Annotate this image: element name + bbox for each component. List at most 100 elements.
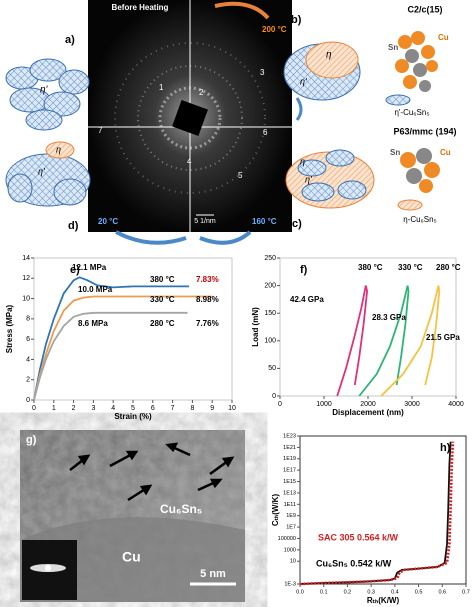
- panel-label: a): [65, 34, 75, 46]
- y-tick-label: 100: [264, 338, 276, 345]
- phase-label: Cu₆Sn₅: [160, 502, 202, 516]
- x-axis-label: Strain (%): [114, 412, 152, 421]
- phase-label: η': [38, 166, 45, 176]
- plot-frame: [299, 435, 467, 585]
- annotation: 380 °C: [150, 275, 175, 284]
- y-tick-label: 12: [22, 275, 30, 282]
- x-tick-label: 0.2: [344, 589, 352, 595]
- x-axis-label: Displacement (nm): [332, 408, 404, 417]
- annotation: 380 °C: [358, 263, 383, 272]
- spot: 7: [98, 126, 103, 135]
- x-tick-label: 0: [32, 405, 36, 412]
- atom-label: Sn: [390, 148, 400, 157]
- y-axis-label: Cₜₕ(W/K): [271, 494, 280, 527]
- y-axis-label: Stress (MPa): [5, 304, 14, 353]
- annotation: Cu₆Sn₅ 0.542 k/W: [316, 558, 392, 568]
- panel-label: b): [291, 14, 302, 26]
- phase-name: η-Cu₆Sn₅: [403, 215, 437, 224]
- phase-label: η: [56, 144, 61, 154]
- y-tick-label: 1E-3: [284, 581, 296, 587]
- series-line: [299, 441, 452, 585]
- cluster-c: η η' c): [285, 149, 375, 230]
- y-tick-label: 50: [268, 365, 276, 372]
- panel-label: d): [68, 220, 79, 232]
- x-tick-label: 0.0: [296, 589, 304, 595]
- x-tick-label: 2000: [360, 401, 376, 408]
- y-tick-label: 10: [290, 559, 296, 565]
- temperature: 200 °C: [262, 25, 287, 34]
- y-tick-label: 1E9: [286, 513, 296, 519]
- panel-label: e): [70, 264, 80, 276]
- series-line: [380, 285, 441, 397]
- annotation: 330 °C: [398, 263, 423, 272]
- y-tick-label: 4: [26, 356, 30, 363]
- structure-1: C2/c(15) Sn Cu η'-Cu₆Sn₅: [385, 4, 449, 117]
- structure-2: P63/mmc (194) Sn Cu η-Cu₆Sn₅: [390, 126, 457, 224]
- series-line: [33, 295, 212, 401]
- y-tick-label: 2: [26, 377, 30, 384]
- annotation: 8.6 MPa: [78, 319, 108, 328]
- x-axis-label: Rₜₕ(K/W): [367, 596, 400, 605]
- scale-bar: 5 nm: [200, 568, 226, 580]
- y-tick-label: 200: [264, 282, 276, 289]
- x-tick-label: 7: [171, 405, 175, 412]
- spot: 1: [159, 83, 164, 92]
- phase-name: η'-Cu₆Sn₅: [394, 108, 429, 117]
- annotation: SAC 305 0.564 k/W: [318, 532, 399, 542]
- y-tick-label: 1000: [284, 547, 296, 553]
- y-tick-label: 8: [26, 316, 30, 323]
- spot: 5: [238, 171, 243, 180]
- phase-label: η': [40, 85, 49, 96]
- phase-label: η': [300, 76, 307, 86]
- atom-label: Cu: [440, 148, 451, 157]
- x-tick-label: 0.1: [320, 589, 328, 595]
- panel-label: f): [300, 264, 308, 276]
- phase-label: η: [326, 50, 332, 61]
- y-tick-label: 1E21: [283, 445, 296, 451]
- caption: Before Heating: [112, 3, 169, 12]
- annotation: 8.98%: [196, 295, 219, 304]
- annotation: 28.3 GPa: [372, 313, 406, 322]
- x-tick-label: 9: [210, 405, 214, 412]
- cluster-d: η η' d): [5, 141, 91, 232]
- y-tick-label: 1E13: [283, 490, 296, 496]
- x-tick-label: 0.5: [415, 589, 423, 595]
- x-tick-label: 1: [52, 405, 56, 412]
- y-tick-label: 250: [264, 255, 276, 262]
- x-tick-label: 1000: [316, 401, 332, 408]
- series-line: [33, 276, 189, 401]
- series-line: [358, 285, 410, 397]
- diffraction-panel: Before Heating 200 °C 20 °C 160 °C 1 2 3…: [88, 0, 303, 245]
- annotation: 7.76%: [196, 319, 219, 328]
- y-tick-label: 100000: [278, 536, 296, 542]
- y-tick-label: 1E7: [286, 525, 296, 531]
- spot: 2: [199, 88, 204, 97]
- annotation: 10.0 MPa: [78, 285, 113, 294]
- y-tick-label: 1E23: [283, 433, 296, 439]
- annotation: 7.83%: [196, 275, 219, 284]
- y-tick-label: 1E11: [284, 502, 296, 508]
- spot: 3: [260, 68, 265, 77]
- x-tick-label: 2: [72, 405, 76, 412]
- x-tick-label: 0.6: [438, 589, 446, 595]
- panel-label: c): [292, 218, 302, 230]
- panel-label: g): [26, 434, 37, 446]
- annotation: 12.1 MPa: [72, 263, 107, 272]
- phase-label: η': [305, 174, 312, 184]
- y-tick-label: 6: [26, 336, 30, 343]
- phase-label: η: [300, 156, 305, 166]
- y-tick-label: 10: [22, 295, 30, 302]
- temperature: 20 °C: [98, 217, 118, 226]
- x-tick-label: 3000: [404, 401, 420, 408]
- spot: 4: [187, 157, 192, 166]
- tem-panel: g) Cu₆Sn₅ Cu 5 nm: [20, 430, 245, 602]
- space-group: P63/mmc (194): [393, 126, 456, 136]
- cluster-a: η' a): [5, 34, 90, 131]
- annotation: 21.5 GPa: [426, 333, 460, 342]
- annotation: 280 °C: [436, 263, 461, 272]
- series-line: [33, 311, 188, 401]
- x-tick-label: 0.3: [367, 589, 375, 595]
- y-tick-label: 14: [22, 255, 30, 262]
- x-tick-label: 5: [131, 405, 135, 412]
